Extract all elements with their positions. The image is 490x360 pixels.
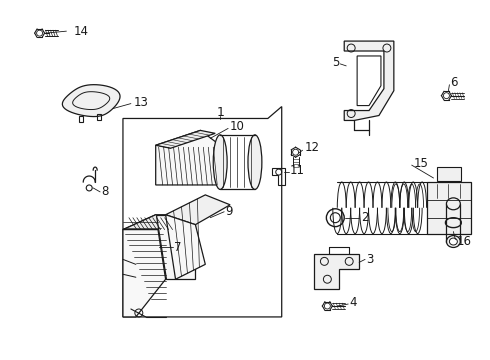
Text: 3: 3 (366, 253, 373, 266)
FancyBboxPatch shape (437, 167, 461, 181)
Text: 13: 13 (134, 96, 149, 109)
Text: 8: 8 (101, 185, 108, 198)
Ellipse shape (213, 135, 227, 189)
Text: 9: 9 (225, 205, 233, 218)
Polygon shape (123, 215, 196, 230)
Polygon shape (315, 255, 359, 289)
Text: 16: 16 (456, 235, 471, 248)
Text: 14: 14 (74, 24, 88, 38)
Text: 6: 6 (450, 76, 458, 89)
Text: 4: 4 (349, 296, 357, 309)
Text: 1: 1 (216, 106, 224, 119)
Polygon shape (166, 195, 230, 225)
Text: 12: 12 (305, 141, 319, 154)
Text: 11: 11 (290, 163, 305, 176)
Ellipse shape (449, 238, 457, 245)
Text: 5: 5 (332, 57, 339, 69)
Polygon shape (357, 56, 381, 105)
Polygon shape (156, 130, 215, 148)
Polygon shape (344, 41, 394, 121)
Text: 15: 15 (414, 157, 429, 170)
Text: 10: 10 (230, 120, 245, 133)
Polygon shape (166, 215, 205, 279)
Ellipse shape (446, 198, 460, 210)
Ellipse shape (446, 235, 460, 247)
Polygon shape (73, 92, 110, 109)
Text: 2: 2 (361, 211, 368, 224)
Polygon shape (62, 85, 120, 117)
Text: 7: 7 (173, 241, 181, 254)
Polygon shape (123, 215, 166, 317)
Polygon shape (156, 215, 196, 279)
FancyBboxPatch shape (427, 182, 471, 234)
Ellipse shape (248, 135, 262, 189)
Polygon shape (156, 130, 220, 185)
